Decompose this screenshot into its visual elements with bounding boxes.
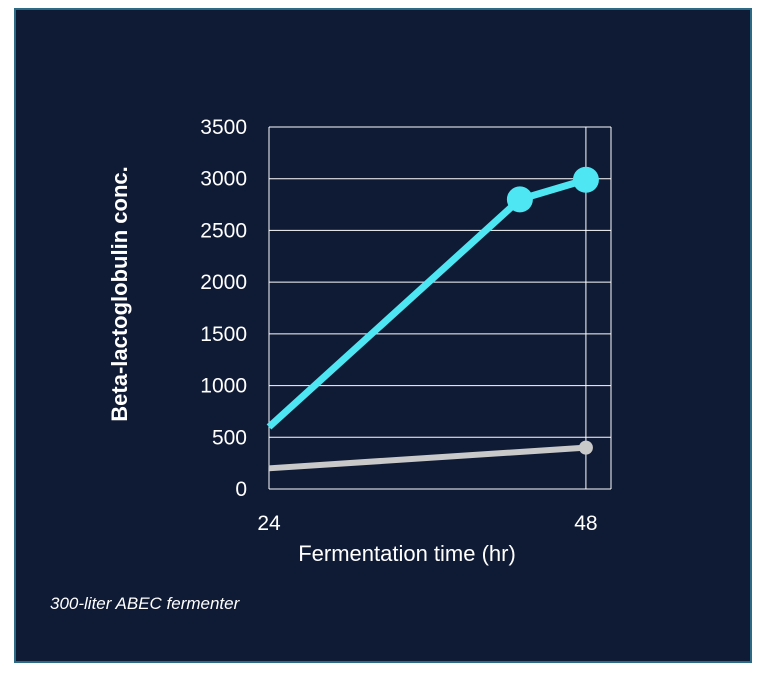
y-tick-label: 1000	[200, 375, 247, 398]
series	[266, 166, 599, 472]
series-line	[268, 444, 587, 472]
y-axis-title: Beta-lactoglobulin conc.	[107, 166, 132, 421]
x-axis-title: Fermentation time (hr)	[298, 541, 516, 566]
grid	[268, 126, 612, 490]
data-point	[506, 186, 533, 213]
y-tick-label: 2000	[200, 271, 247, 294]
footnote: 300-liter ABEC fermenter	[50, 594, 240, 613]
y-tick-label: 2500	[200, 219, 247, 242]
x-tick-labels: 24 48	[257, 512, 597, 535]
y-tick-label: 3500	[200, 116, 247, 139]
data-point	[572, 166, 599, 193]
x-tick-label: 24	[257, 512, 281, 535]
y-tick-label: 500	[212, 426, 247, 449]
y-tick-label: 3000	[200, 168, 247, 191]
y-tick-label: 0	[235, 478, 247, 501]
chart-panel	[14, 8, 752, 663]
data-point	[578, 440, 593, 455]
series-line	[266, 176, 587, 430]
y-tick-labels: 0 500 1000 1500 2000 2500 3000 3500	[200, 116, 247, 501]
y-tick-label: 1500	[200, 323, 247, 346]
x-tick-label: 48	[574, 512, 597, 535]
